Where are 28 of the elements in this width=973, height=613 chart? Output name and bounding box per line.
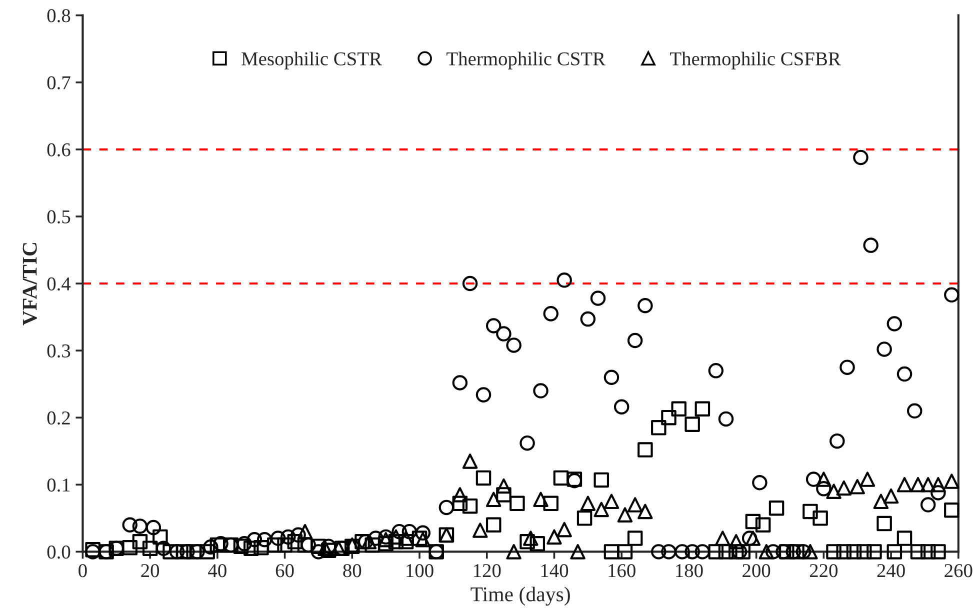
x-tick-label: 20 (141, 564, 160, 578)
x-tick-label: 180 (676, 564, 703, 578)
legend-label: Thermophilic CSFBR (670, 52, 841, 70)
y-tick-label: 0.6 (47, 143, 70, 156)
x-tick-label: 120 (474, 564, 501, 578)
y-tick-label: 0.4 (47, 277, 71, 291)
y-tick-label: 0.7 (47, 76, 70, 90)
x-tick-label: 260 (944, 564, 972, 578)
y-tick-label: 0.2 (47, 411, 70, 425)
x-tick-label: 100 (406, 564, 434, 578)
y-axis-title: VFA/TIC (22, 243, 37, 326)
y-tick-label: 0.5 (47, 210, 70, 224)
legend-label: Mesophilic CSTR (242, 52, 382, 70)
y-tick-label: 0.0 (47, 546, 70, 559)
legend-label: Thermophilic CSTR (446, 52, 606, 70)
x-tick-label: 200 (742, 564, 770, 578)
x-tick-label: 60 (276, 564, 294, 578)
y-tick-label: 0.8 (47, 9, 70, 22)
x-tick-label: 80 (343, 564, 362, 578)
x-tick-label: 40 (208, 564, 226, 578)
y-tick-label: 0.3 (47, 344, 70, 358)
y-tick-label: 0.1 (47, 478, 70, 492)
x-tick-label: 220 (810, 564, 838, 578)
x-tick-label: 0 (78, 564, 87, 578)
x-tick-label: 240 (877, 564, 905, 578)
x-axis-title: Time (days) (470, 586, 570, 606)
x-tick-label: 160 (608, 564, 636, 578)
x-tick-label: 140 (541, 564, 568, 578)
